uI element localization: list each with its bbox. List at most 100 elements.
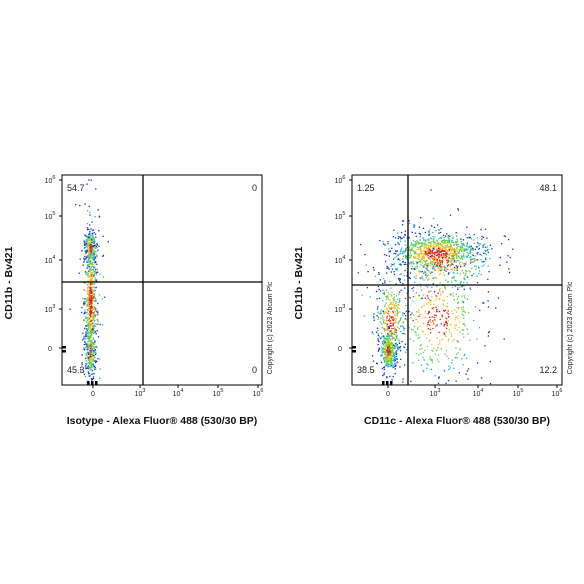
event-dot [89,248,92,250]
event-dot [453,244,455,246]
event-dot [398,243,400,245]
event-dot [393,346,395,348]
event-dot [424,297,427,299]
event-dot [392,258,395,260]
event-dot [90,309,92,312]
event-dot [436,337,439,339]
event-dot [421,243,423,245]
event-dot [409,297,411,299]
event-dot [408,254,410,257]
event-dot [466,298,469,300]
event-dot [419,247,422,249]
event-dot [391,322,393,324]
event-dot [429,249,431,251]
event-dot [91,272,93,274]
event-dot [388,250,390,252]
event-dot [88,322,90,324]
event-dot [452,242,454,244]
event-dot [461,261,463,263]
event-dot [85,273,87,275]
event-dot [461,295,463,297]
event-dot [393,361,396,363]
event-dot [427,296,429,299]
event-dot [421,255,423,258]
event-dot [402,320,405,323]
event-dot [438,258,441,261]
event-dot [86,274,89,276]
event-dot [388,310,390,313]
event-dot [89,257,91,259]
event-dot [95,300,97,303]
event-dot [410,313,412,316]
event-dot [432,243,434,246]
event-dot [386,356,388,359]
event-dot [377,329,379,332]
event-dot [418,315,420,318]
event-dot [86,297,88,299]
event-dot [391,327,393,330]
event-dot [392,327,395,330]
event-dot [93,293,96,295]
event-dot [428,245,431,247]
event-dot [99,273,101,276]
event-dot [97,302,99,305]
event-dot [83,261,85,263]
event-dot [441,259,444,262]
event-dot [413,226,415,228]
tick-exp: 6 [559,388,562,394]
event-dot [425,277,427,279]
event-dot [429,324,431,326]
event-dot [92,280,94,282]
event-dot [87,367,89,369]
event-dot [86,300,88,303]
event-dot [391,291,393,294]
event-dot [426,268,428,270]
event-dot [81,311,83,314]
event-dot [388,307,391,310]
event-dot [439,265,441,267]
event-dot [410,268,413,270]
event-dot [91,276,93,278]
event-dot [397,237,400,240]
event-dot [424,251,426,253]
event-dot [458,306,460,309]
event-dot [85,343,88,345]
event-dot [88,249,90,251]
event-dot [445,253,447,255]
event-dot [384,361,386,363]
event-dot [446,233,448,235]
event-dot [416,240,418,242]
event-dot [432,258,434,260]
event-dot [372,360,375,362]
event-dot [383,366,386,368]
event-dot [465,261,467,263]
event-dot [411,312,413,314]
event-dot [90,268,92,270]
event-dot [453,276,455,278]
event-dot [90,228,92,230]
event-dot [433,226,436,229]
event-dot [403,332,405,335]
event-dot [443,370,446,373]
event-dot [430,290,432,292]
event-dot [455,232,457,234]
event-dot [421,258,423,261]
event-dot [446,302,449,304]
event-dot [462,329,465,331]
event-dot [445,239,447,241]
event-dot [91,342,93,344]
event-dot [443,239,445,241]
event-dot [91,247,93,249]
event-dot [452,252,454,255]
event-dot [404,240,406,242]
event-dot [92,256,94,259]
event-dot [428,251,431,253]
event-dot [430,358,433,360]
event-dot [88,292,90,294]
event-dot [89,263,91,265]
event-dot [477,242,479,244]
event-dot [431,263,433,265]
event-dot [484,246,487,248]
event-dot [92,358,94,360]
tick-exp: 5 [52,211,55,217]
